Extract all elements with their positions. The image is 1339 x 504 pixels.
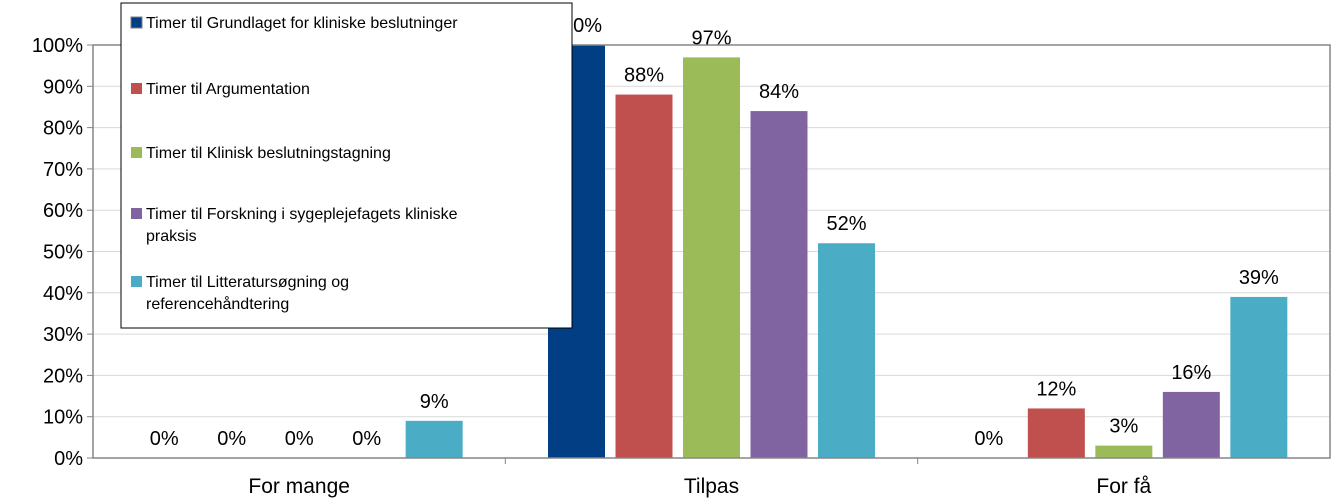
bar <box>1027 408 1085 458</box>
bars <box>405 45 1288 458</box>
data-label: 0% <box>352 428 381 450</box>
legend-label: Timer til Klinisk beslutningstagning <box>146 145 391 162</box>
data-label: 16% <box>1171 362 1211 384</box>
data-label: 97% <box>691 27 731 49</box>
data-label: 0% <box>974 428 1003 450</box>
legend-swatch <box>131 83 142 94</box>
plot-frame <box>92 44 1331 459</box>
bar <box>1230 296 1288 458</box>
y-tick-label: 80% <box>43 118 83 140</box>
y-tick-label: 10% <box>43 407 83 429</box>
bar <box>405 420 463 458</box>
x-category-label: For mange <box>248 475 350 498</box>
y-tick-label: 20% <box>43 365 83 387</box>
y-tick-label: 100% <box>32 35 83 57</box>
legend-label: Timer til Forskning i sygeplejefagets kl… <box>146 206 458 245</box>
bar <box>1162 391 1220 458</box>
legend-swatch <box>131 208 142 219</box>
legend-label: Timer til Grundlaget for kliniske beslut… <box>146 15 458 32</box>
data-label: 0% <box>285 428 314 450</box>
y-axis: 0% 10% 20% 30% 40% 50% 60% 70% 80% 90% 100% <box>32 35 93 470</box>
legend: Timer til Grundlaget for kliniske beslut… <box>120 2 573 329</box>
data-label: 3% <box>1109 416 1138 438</box>
data-label: 84% <box>759 81 799 103</box>
data-label: 0% <box>217 428 246 450</box>
legend-box <box>120 2 573 329</box>
data-label: 88% <box>624 65 664 87</box>
bar <box>1095 445 1153 458</box>
legend-swatch <box>131 276 142 287</box>
x-axis: For mange Tilpas For få <box>248 458 1152 498</box>
bar <box>615 94 673 458</box>
data-label: 9% <box>420 391 449 413</box>
y-tick-label: 0% <box>54 448 83 470</box>
y-tick-label: 70% <box>43 159 83 181</box>
bar <box>818 243 875 458</box>
bar <box>750 111 808 458</box>
y-tick-label: 60% <box>43 200 83 222</box>
y-tick-label: 30% <box>43 324 83 346</box>
data-label: 39% <box>1239 267 1279 289</box>
data-label: 52% <box>826 213 866 235</box>
y-tick-label: 90% <box>43 76 83 98</box>
legend-swatch <box>130 16 143 29</box>
legend-label: Timer til Argumentation <box>146 81 310 98</box>
data-label: 0% <box>150 428 179 450</box>
x-category-label: Tilpas <box>684 475 739 498</box>
bar <box>683 57 740 458</box>
data-label: 12% <box>1036 378 1076 400</box>
x-category-label: For få <box>1096 475 1151 498</box>
legend-swatch <box>131 147 142 158</box>
legend-label: Timer til Litteratursøgning og referenceh… <box>146 274 349 313</box>
y-tick-label: 50% <box>43 242 83 264</box>
y-tick-label: 40% <box>43 283 83 305</box>
